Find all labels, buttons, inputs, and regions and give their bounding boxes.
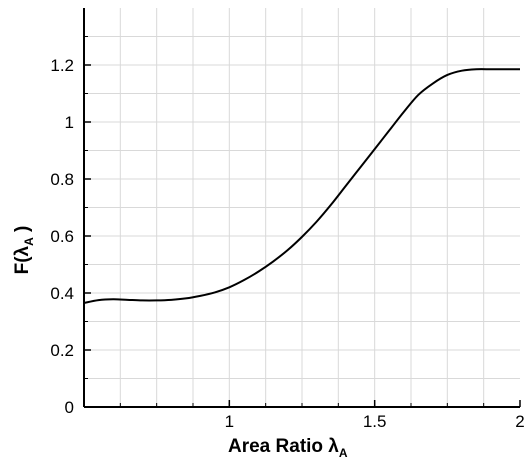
y-tick-label: 0.2 (50, 341, 74, 360)
y-axis-title: F(λA ) (12, 226, 36, 275)
y-tick-label: 1.2 (50, 56, 74, 75)
y-tick-label: 0 (65, 398, 74, 417)
y-tick-label: 1 (65, 113, 74, 132)
ticks: 0 0.2 0.4 0.6 0.8 1 1.2 1 1.5 2 (50, 36, 524, 431)
y-tick-label: 0.4 (50, 284, 74, 303)
y-tick-label: 0.6 (50, 227, 74, 246)
x-axis-title: Area Ratio λA (228, 436, 348, 460)
grid (84, 8, 520, 407)
y-tick-label: 0.8 (50, 170, 74, 189)
x-tick-label: 1 (225, 412, 234, 431)
series-line (83, 68, 520, 304)
x-tick-label: 2 (515, 412, 524, 431)
x-tick-label: 1.5 (363, 412, 387, 431)
